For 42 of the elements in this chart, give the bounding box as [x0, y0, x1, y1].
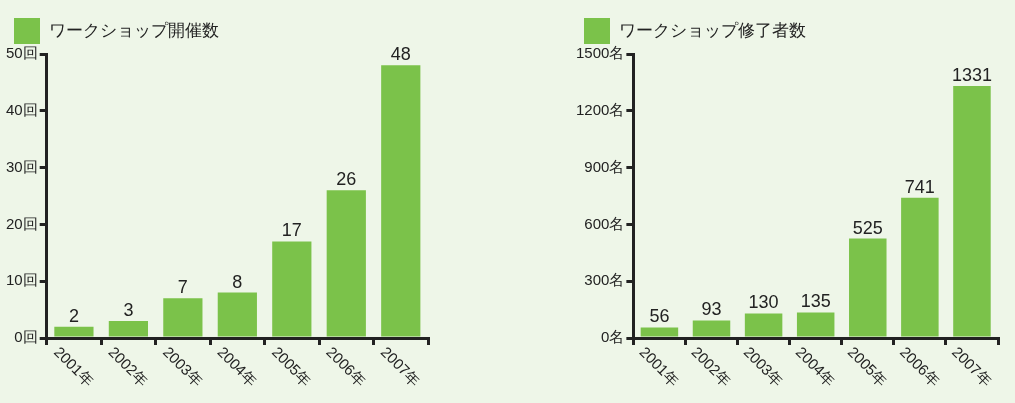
data-label: 48: [390, 44, 411, 65]
y-tick-label: 900名: [584, 157, 625, 175]
bar: [692, 320, 731, 337]
legend-label: ワークショップ開催数: [48, 20, 219, 40]
y-tick-label: 40回: [6, 100, 38, 118]
legend-label: ワークショップ修了者数: [618, 20, 806, 40]
data-label: 135: [800, 291, 831, 312]
bar: [108, 320, 149, 337]
y-tick-label: 0回: [14, 328, 38, 346]
bar: [272, 241, 312, 337]
y-tick-label: 0名: [601, 328, 625, 346]
bar: [217, 292, 257, 337]
bar: [796, 312, 835, 337]
data-label: 93: [701, 299, 722, 320]
y-tick-label: 50回: [6, 44, 38, 62]
bar: [744, 313, 783, 337]
y-tick-label: 10回: [6, 271, 38, 289]
bar: [54, 326, 94, 337]
y-tick-label: 300名: [584, 271, 625, 289]
bar: [381, 65, 421, 337]
data-label: 741: [904, 176, 935, 197]
data-label: 56: [649, 306, 670, 327]
data-label: 3: [123, 299, 134, 320]
data-label: 2: [68, 305, 79, 326]
bar: [163, 298, 203, 337]
bar: [849, 238, 887, 337]
data-label: 17: [281, 220, 302, 241]
y-tick-label: 30回: [6, 157, 38, 175]
data-label: 525: [852, 217, 883, 238]
data-label: 26: [336, 169, 357, 190]
data-label: 8: [232, 271, 243, 292]
bar: [640, 327, 679, 337]
bar: [953, 86, 991, 337]
data-label: 7: [177, 277, 188, 298]
y-tick-label: 1200名: [575, 100, 625, 118]
y-tick-label: 20回: [6, 214, 38, 232]
y-tick-label: 600名: [584, 214, 625, 232]
y-tick-label: 1500名: [575, 44, 625, 62]
bar: [901, 197, 939, 337]
data-label: 130: [748, 292, 779, 313]
data-label: 1331: [951, 64, 992, 85]
bar: [326, 190, 366, 337]
